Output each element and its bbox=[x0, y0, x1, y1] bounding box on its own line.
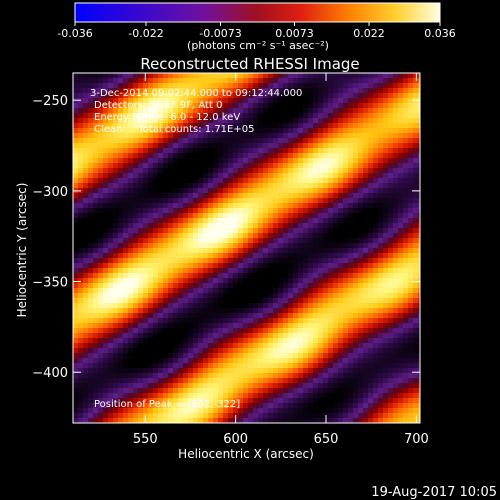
colorbar-gradient bbox=[74, 2, 441, 23]
annotation-clean: Clean Total counts: 1.71E+05 bbox=[94, 124, 254, 135]
colorbar-unit-label: (photons cm⁻² s⁻¹ asec⁻²) bbox=[187, 39, 329, 52]
chart-title: Reconstructed RHESSI Image bbox=[140, 55, 359, 73]
y-tick-label: −400 bbox=[32, 366, 68, 381]
y-axis-label: Heliocentric Y (arcsec) bbox=[15, 183, 29, 318]
x-tick-label: 600 bbox=[223, 432, 248, 447]
annotation-time: 3-Dec-2014 09:02:44.000 to 09:12:44.000 bbox=[90, 88, 302, 99]
annotation-peak: Position of Peak = [602,-322] bbox=[94, 399, 240, 410]
x-axis-label: Heliocentric X (arcsec) bbox=[178, 447, 314, 461]
annotations: 3-Dec-2014 09:02:44.000 to 09:12:44.000 … bbox=[90, 88, 302, 410]
heatmap-image bbox=[73, 73, 420, 423]
x-tick-label: 550 bbox=[133, 432, 158, 447]
x-tick-label: 650 bbox=[314, 432, 339, 447]
colorbar-tick-label: -0.036 bbox=[57, 27, 92, 40]
plot-frame bbox=[72, 72, 421, 424]
annotation-detectors: Detectors: 3F 6F 9F, Att 0 bbox=[94, 100, 222, 111]
y-tick-label: −300 bbox=[32, 185, 68, 200]
x-tick-label: 700 bbox=[404, 432, 429, 447]
footer-timestamp: 19-Aug-2017 10:05 bbox=[371, 485, 497, 500]
colorbar-tick-label: 0.0073 bbox=[275, 27, 314, 40]
colorbar-tick-label: 0.022 bbox=[353, 27, 385, 40]
colorbar: -0.036 -0.022 -0.0073 0.0073 0.022 0.036 (pho… bbox=[57, 2, 456, 52]
colorbar-tick-label: -0.022 bbox=[128, 27, 163, 40]
colorbar-tick-label: 0.036 bbox=[424, 27, 456, 40]
colorbar-tick-label: -0.0073 bbox=[199, 27, 241, 40]
annotation-energy: Energy Range: 6.0 - 12.0 keV bbox=[94, 112, 240, 123]
y-tick-label: −350 bbox=[32, 276, 68, 291]
y-tick-label: −250 bbox=[32, 94, 68, 109]
